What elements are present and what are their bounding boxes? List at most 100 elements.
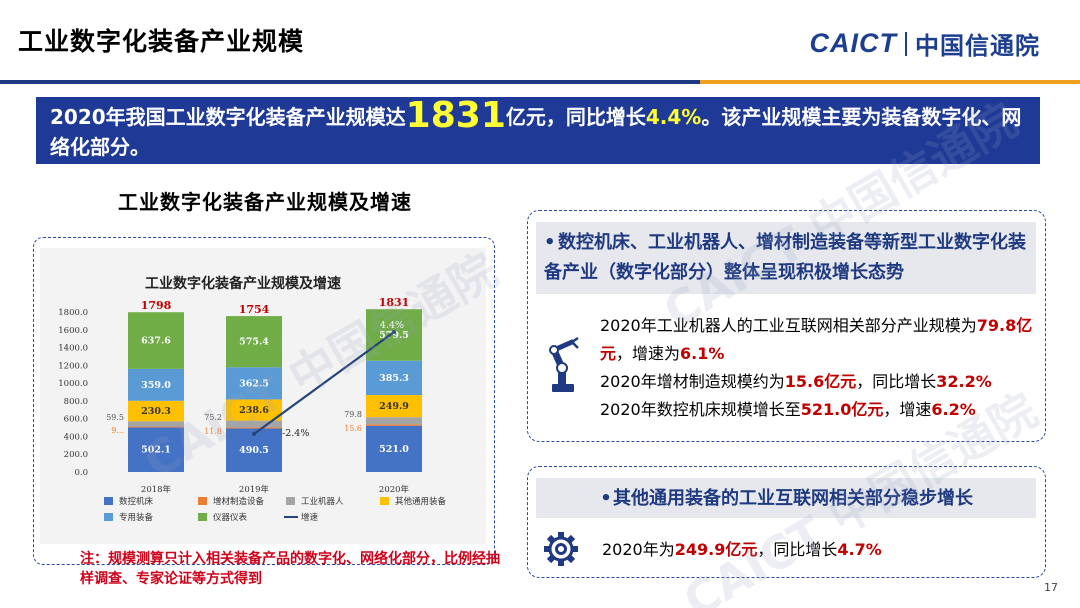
chart-bars: 2018年 1798 2019年 1754 2020年 1831 502.1 9... 59.5… [106,296,422,495]
x-tick-label: 2019年 [239,484,270,495]
stat-general-equipment: 2020年为249.9亿元，同比增长4.7% [602,536,882,560]
bar-segment [366,417,422,425]
stat-robot: 2020年工业机器人的工业互联网相关部分产业规模为79.8亿元，增速为6.1% [600,312,1040,368]
legend-swatch [104,513,113,521]
legend-swatch [380,497,389,505]
bar-segment [366,360,422,395]
stacked-bar-chart: 工业数字化装备产业规模及增速 0.0 200.0 400.0 600.0 800.0 10… [40,248,486,544]
y-tick-label: 1800.0 [58,308,88,318]
bar-segment [128,400,184,422]
chart-title: 工业数字化装备产业规模及增速 [145,275,341,292]
stat-cnc: 2020年数控机床规模增长至521.0亿元，增速6.2% [600,396,1040,424]
logo-abbr: CAICT [809,28,897,58]
legend-label: 增材制造设备 [213,496,265,507]
y-tick-label: 1400.0 [58,344,88,354]
stat-cnc-text-2: ，增速 [883,400,932,419]
bar-total-label: 1754 [239,303,270,316]
growth-label: 4.4% [380,320,404,331]
bullet-icon: • [544,232,556,253]
gear-icon [544,532,578,566]
x-tick-label: 2020年 [379,484,410,495]
banner-text-2: 亿元，同比增长 [505,105,646,129]
legend-swatch [198,497,207,505]
chart-heading: 工业数字化装备产业规模及增速 [118,190,412,214]
growth-point [392,330,396,334]
banner-big-value: 1831 [405,95,506,136]
header-rule-orange [700,80,1080,84]
legend-label: 数控机床 [119,496,154,507]
stat-cnc-text: 2020年数控机床规模增长至 [600,400,801,419]
bar-segment-label: 249.9 [379,401,409,412]
growth-line-segment [253,331,395,435]
chart-growth-line: -2.4% 4.4% [252,320,404,439]
y-tick-label: 800.0 [64,397,88,407]
stat-additive: 2020年增材制造规模约为15.6亿元，同比增长32.2% [600,368,1040,396]
footnote: 注：规模测算只计入相关装备产品的数字化、网络化部分，比例经抽样调查、专家论证等方… [80,551,500,587]
page-number: 17 [1044,581,1058,594]
panel-top [527,210,1046,442]
panel-top-stats: 2020年工业机器人的工业互联网相关部分产业规模为79.8亿元，增速为6.1% … [600,312,1040,424]
panel-bottom-heading-text: 其他通用装备的工业互联网相关部分稳步增长 [613,488,973,509]
panel-bottom-heading: •其他通用装备的工业互联网相关部分稳步增长 [536,478,1036,518]
legend-label: 其他通用装备 [395,496,447,507]
bar-segment [226,420,282,428]
bar-segment [226,316,282,368]
bar-total-label: 1798 [141,299,172,312]
summary-banner: 2020年我国工业数字化装备产业规模达1831亿元，同比增长4.4%。该产业规模… [36,97,1040,164]
bar-segment [366,309,422,361]
y-tick-label: 1600.0 [58,326,88,336]
caict-logo: CAICT 中国信通院 [810,26,1041,61]
chart-frame [33,237,495,565]
bar-segment-label: 9... [111,426,124,435]
legend-label: 专用装备 [119,512,154,523]
bar-segment-label: 59.5 [106,413,124,422]
bar-segment-label: 362.5 [239,378,269,389]
x-tick-label: 2018年 [141,484,172,495]
y-tick-label: 1000.0 [58,379,88,389]
stat-general-growth: 4.7% [837,540,882,559]
stat-additive-growth: 32.2% [936,372,992,391]
panel-top-heading: • 数控机床、工业机器人、增材制造装备等新型工业数字化装备产业（数字化部分）整体呈… [536,222,1036,294]
legend-label: 仪器仪表 [213,512,248,523]
logo-divider [905,31,907,56]
bar-segment-label: 579.5 [379,330,409,341]
bar-segment [128,312,184,369]
legend-swatch [104,497,113,505]
y-tick-label: 200.0 [64,450,88,460]
bar-segment-label: 75.2 [204,413,222,422]
legend-swatch [286,497,295,505]
bullet-icon: • [600,488,612,509]
banner-text-1: 2020年我国工业数字化装备产业规模达 [50,105,406,129]
banner-growth: 4.4% [645,105,702,129]
stat-additive-text-2: ，同比增长 [856,372,937,391]
bar-segment [366,425,422,472]
bar-segment-label: 637.6 [141,336,171,347]
robot-arm-icon [549,336,579,392]
bar-segment-label: 238.6 [239,405,269,416]
bar-segment [226,367,282,400]
bar-segment-label: 15.6 [344,424,362,433]
stat-robot-value: 79.8亿元 [600,316,1033,363]
chart-y-axis: 0.0 200.0 400.0 600.0 800.0 1000.0 1200.0 1400.… [58,308,88,478]
bar-segment [226,427,282,429]
stat-general-value: 249.9亿元 [674,540,758,559]
bar-segment-label: 385.3 [379,373,409,384]
stat-additive-value: 15.6亿元 [784,372,857,391]
y-tick-label: 0.0 [74,468,88,478]
legend-label: 增速 [301,512,319,523]
page-title: 工业数字化装备产业规模 [18,27,305,56]
stat-robot-text: 2020年工业机器人的工业互联网相关部分产业规模为 [600,316,977,335]
panel-bottom [527,466,1046,578]
bar-segment [128,426,184,428]
stat-general-text: 2020年为 [602,540,675,559]
stat-general-text-2: ，同比增长 [757,540,838,559]
bar-segment-label: 521.0 [379,444,409,455]
header: 工业数字化装备产业规模 CAICT 中国信通院 [0,0,1080,84]
bar-segment-label: 79.8 [344,410,362,419]
y-tick-label: 400.0 [64,432,88,442]
panel-top-heading-text: 数控机床、工业机器人、增材制造装备等新型工业数字化装备产业（数字化部分）整体呈现… [544,232,1026,283]
logo-name: 中国信通院 [915,32,1040,60]
y-tick-label: 1200.0 [58,361,88,371]
y-tick-label: 600.0 [64,415,88,425]
